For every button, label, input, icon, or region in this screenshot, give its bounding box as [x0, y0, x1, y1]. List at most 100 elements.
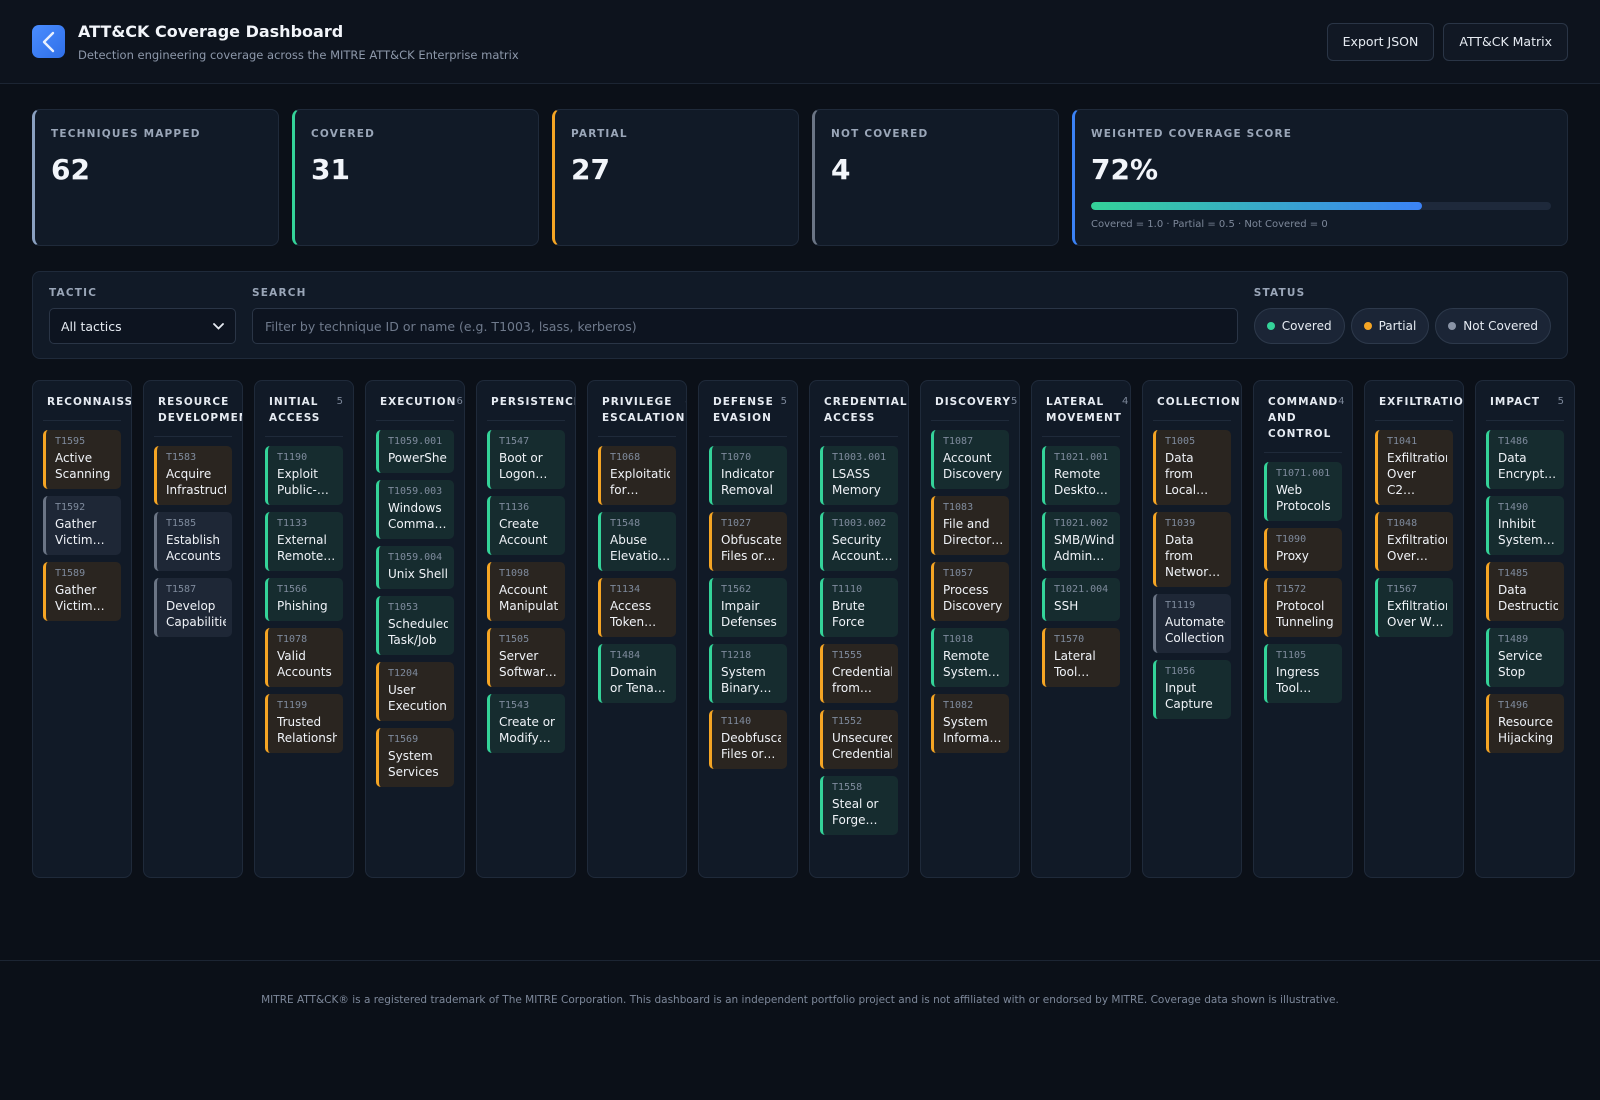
technique-card[interactable]: T1057 Process Discovery — [931, 562, 1009, 621]
technique-name: Account Manipulation — [499, 583, 559, 613]
technique-card[interactable]: T1119 Automated Collection — [1153, 594, 1231, 653]
technique-id: T1566 — [277, 584, 308, 595]
technique-card[interactable]: T1021.002 SMB/Windows Admin… — [1042, 512, 1120, 571]
technique-card[interactable]: T1547 Boot or Logon… — [487, 430, 565, 489]
technique-card[interactable]: T1484 Domain or Tena… — [598, 644, 676, 703]
search-input[interactable] — [252, 308, 1238, 344]
technique-card[interactable]: T1140 Deobfuscate Files or… — [709, 710, 787, 769]
technique-name: Remote System… — [943, 649, 1000, 679]
technique-name: Unix Shell — [388, 567, 448, 581]
technique-card[interactable]: T1071.001 Web Protocols — [1264, 462, 1342, 521]
tactic-header: IMPACT 5 — [1486, 394, 1564, 421]
technique-name: Proxy — [1276, 549, 1309, 563]
technique-card[interactable]: T1569 System Services — [376, 728, 454, 787]
stat-label: WEIGHTED COVERAGE SCORE — [1091, 128, 1293, 140]
technique-name: Account Discovery — [943, 451, 1003, 481]
technique-id: T1003.001 — [832, 452, 887, 463]
technique-card[interactable]: T1136 Create Account — [487, 496, 565, 555]
technique-card[interactable]: T1110 Brute Force — [820, 578, 898, 637]
technique-card[interactable]: T1548 Abuse Elevatio… — [598, 512, 676, 571]
technique-card[interactable]: T1105 Ingress Tool… — [1264, 644, 1342, 703]
stat-not-covered: NOT COVERED 4 — [812, 109, 1059, 246]
technique-card[interactable]: T1059.004 Unix Shell — [376, 546, 454, 589]
technique-card[interactable]: T1485 Data Destruction — [1486, 562, 1564, 621]
technique-name: Server Softwar… — [499, 649, 557, 679]
technique-card[interactable]: T1005 Data from Local… — [1153, 430, 1231, 505]
technique-card[interactable]: T1190 Exploit Public-… — [265, 446, 343, 505]
tactic-name: LATERAL MOVEMENT — [1046, 396, 1122, 424]
tactic-name: EXFILTRATION — [1379, 396, 1464, 408]
technique-id: T1486 — [1498, 436, 1529, 447]
technique-card[interactable]: T1070 Indicator Removal — [709, 446, 787, 505]
technique-card[interactable]: T1496 Resource Hijacking — [1486, 694, 1564, 753]
technique-card[interactable]: T1087 Account Discovery — [931, 430, 1009, 489]
technique-name: Develop Capabilities — [166, 599, 226, 629]
technique-card[interactable]: T1199 Trusted Relationship — [265, 694, 343, 753]
tactic-header: RECONNAISSANCE3 — [43, 394, 131, 421]
technique-name: Inhibit System… — [1498, 517, 1555, 547]
technique-card[interactable]: T1027 Obfuscated Files or… — [709, 512, 787, 571]
technique-card[interactable]: T1572 Protocol Tunneling — [1264, 578, 1342, 637]
status-chip-partial[interactable]: Partial — [1350, 308, 1430, 344]
technique-card[interactable]: T1078 Valid Accounts — [265, 628, 343, 687]
technique-id: T1190 — [277, 452, 308, 463]
technique-card[interactable]: T1585 Establish Accounts — [154, 512, 232, 571]
technique-card[interactable]: T1053 Scheduled Task/Job — [376, 596, 454, 655]
technique-card[interactable]: T1068 Exploitation for… — [598, 446, 676, 505]
technique-card[interactable]: T1570 Lateral Tool… — [1042, 628, 1120, 687]
technique-card[interactable]: T1039 Data from Networ… — [1153, 512, 1231, 587]
technique-card[interactable]: T1018 Remote System… — [931, 628, 1009, 687]
export-json-button[interactable]: Export JSON — [1326, 22, 1435, 61]
technique-card[interactable]: T1543 Create or Modify… — [487, 694, 565, 753]
technique-id: T1098 — [499, 568, 530, 579]
technique-name: Automated Collection — [1165, 615, 1225, 645]
technique-id: T1548 — [610, 518, 641, 529]
status-chip-not-covered[interactable]: Not Covered — [1435, 308, 1551, 344]
technique-card[interactable]: T1082 System Informa… — [931, 694, 1009, 753]
technique-card[interactable]: T1021.001 Remote Deskto… — [1042, 446, 1120, 505]
technique-card[interactable]: T1566 Phishing — [265, 578, 343, 621]
technique-card[interactable]: T1204 User Execution — [376, 662, 454, 721]
technique-card[interactable]: T1059.001 PowerShell — [376, 430, 454, 473]
technique-id: T1490 — [1498, 502, 1529, 513]
technique-card[interactable]: T1218 System Binary… — [709, 644, 787, 703]
technique-id: T1119 — [1165, 600, 1196, 611]
technique-card[interactable]: T1489 Service Stop — [1486, 628, 1564, 687]
technique-name: Phishing — [277, 599, 328, 613]
technique-card[interactable]: T1558 Steal or Forge… — [820, 776, 898, 835]
technique-card[interactable]: T1562 Impair Defenses — [709, 578, 787, 637]
technique-card[interactable]: T1003.001 LSASS Memory — [820, 446, 898, 505]
technique-card[interactable]: T1090 Proxy — [1264, 528, 1342, 571]
technique-card[interactable]: T1083 File and Director… — [931, 496, 1009, 555]
tactic-count: 4 — [1121, 396, 1129, 407]
tactic-select[interactable]: All tactics — [49, 308, 236, 344]
attack-matrix-button[interactable]: ATT&CK Matrix — [1443, 22, 1568, 61]
status-chip-covered[interactable]: Covered — [1253, 308, 1345, 344]
technique-card[interactable]: T1133 External Remote… — [265, 512, 343, 571]
technique-card[interactable]: T1589 Gather Victim… — [43, 562, 121, 621]
technique-card[interactable]: T1003.002 Security Account… — [820, 512, 898, 571]
technique-card[interactable]: T1587 Develop Capabilities — [154, 578, 232, 637]
tactic-name: RECONNAISSANCE — [47, 396, 132, 408]
technique-card[interactable]: T1592 Gather Victim… — [43, 496, 121, 555]
stat-value: 31 — [311, 153, 350, 186]
technique-card[interactable]: T1048 Exfiltration Over… — [1375, 512, 1453, 571]
technique-card[interactable]: T1056 Input Capture — [1153, 660, 1231, 719]
technique-card[interactable]: T1555 Credentials from… — [820, 644, 898, 703]
technique-card[interactable]: T1583 Acquire Infrastructure — [154, 446, 232, 505]
technique-card[interactable]: T1490 Inhibit System… — [1486, 496, 1564, 555]
technique-id: T1547 — [499, 436, 530, 447]
technique-card[interactable]: T1059.003 Windows Comma… — [376, 480, 454, 539]
technique-card[interactable]: T1134 Access Token… — [598, 578, 676, 637]
technique-card[interactable]: T1021.004 SSH — [1042, 578, 1120, 621]
technique-card[interactable]: T1595 Active Scanning — [43, 430, 121, 489]
technique-card[interactable]: T1567 Exfiltration Over W… — [1375, 578, 1453, 637]
technique-card[interactable]: T1552 Unsecured Credentials — [820, 710, 898, 769]
status-label: STATUS — [1253, 287, 1306, 299]
technique-card[interactable]: T1505 Server Softwar… — [487, 628, 565, 687]
technique-card[interactable]: T1041 Exfiltration Over C2… — [1375, 430, 1453, 505]
technique-name: Access Token… — [610, 599, 657, 629]
technique-card[interactable]: T1486 Data Encrypt… — [1486, 430, 1564, 489]
technique-card[interactable]: T1098 Account Manipulation — [487, 562, 565, 621]
technique-id: T1587 — [166, 584, 197, 595]
